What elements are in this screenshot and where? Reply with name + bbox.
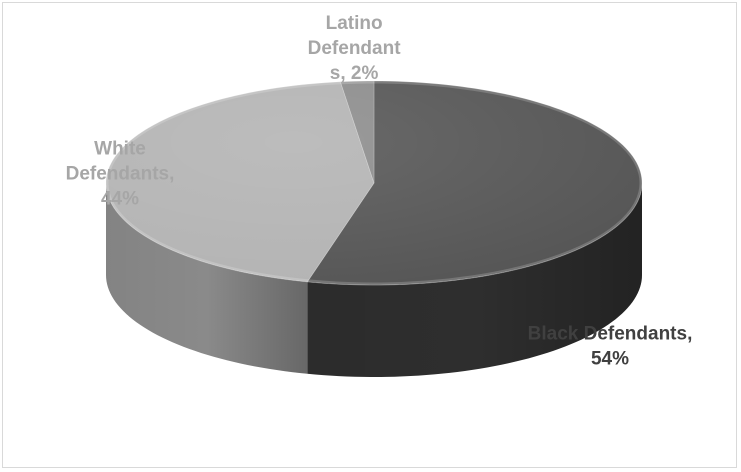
data-label-1: White Defendants, 44% [66, 139, 175, 210]
data-label-2: Latino Defendant s, 2% [308, 13, 402, 84]
pie-labels: Black Defendants, 54% White Defendants, 44% L… [66, 13, 693, 369]
pie-top-gloss [106, 81, 642, 285]
data-label-line: 44% [101, 189, 139, 210]
pie-tops [105, 80, 643, 286]
data-label-line: Latino [326, 13, 383, 34]
data-label-line: White [94, 139, 146, 160]
pie-sides [106, 183, 642, 377]
pie-side-shade-0 [307, 183, 642, 377]
data-label-line: 54% [591, 348, 629, 369]
data-label-line: Black Defendants, [528, 323, 693, 344]
data-label-line: Defendants, [66, 164, 175, 185]
data-label-line: s, 2% [330, 63, 379, 84]
pie-rim-bevel [105, 80, 643, 286]
pie-side-shade-1 [106, 183, 308, 374]
data-label-line: Defendant [308, 38, 402, 59]
data-label-0: Black Defendants, 54% [528, 323, 693, 369]
